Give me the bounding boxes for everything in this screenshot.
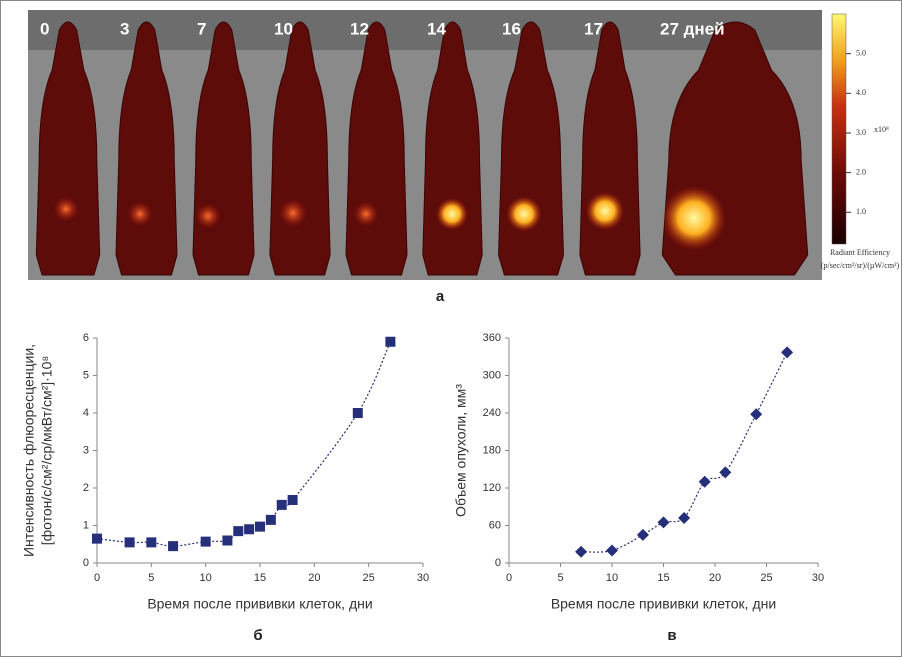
y-tick-label: 2 <box>83 482 89 494</box>
image-panel: 0 3 7 10 12 14 16 17 27 дней <box>28 10 822 280</box>
fluorescence-spot <box>53 196 79 222</box>
y-tick-label: 360 <box>483 332 501 344</box>
x-axis-label: Время после прививки клеток, дни <box>147 596 372 612</box>
fluorescence-spot <box>127 201 153 227</box>
point <box>276 499 287 510</box>
colorbar-tick-label: 5.0 <box>856 48 866 57</box>
colorbar-tick-label: 2.0 <box>856 167 866 176</box>
point <box>657 516 670 529</box>
y-tick-label: 3 <box>83 444 89 456</box>
mouse-body <box>35 21 101 276</box>
y-axis-label: Интенсивность флюоресценции, <box>21 344 37 557</box>
point <box>636 528 649 541</box>
y-tick-label: 0 <box>83 557 89 569</box>
point <box>287 495 298 505</box>
colorbar-units: (p/sec/cm²/sr)/(µW/cm²) <box>821 261 900 270</box>
y-tick-label: 300 <box>483 369 501 381</box>
x-tick-label: 5 <box>148 572 154 584</box>
point <box>200 536 211 547</box>
point <box>244 524 255 535</box>
x-tick-label: 5 <box>557 572 563 584</box>
trend-line <box>581 352 788 553</box>
x-tick-label: 0 <box>94 572 100 584</box>
day-label: 27 дней <box>660 19 725 38</box>
y-tick-label: 240 <box>483 407 501 419</box>
point <box>698 475 711 488</box>
y-axis-label: [фотон/с/см²/ср/мкВт/см²]·10⁸ <box>39 356 55 546</box>
point <box>575 545 588 558</box>
x-tick-label: 10 <box>200 572 212 584</box>
colorbar-multiplier: x10⁸ <box>874 125 889 134</box>
fluorescence-spot <box>585 191 625 231</box>
chart-caption: б <box>253 627 262 644</box>
x-tick-label: 30 <box>417 572 429 584</box>
x-tick-label: 25 <box>760 572 772 584</box>
point <box>233 526 244 537</box>
x-tick-label: 10 <box>606 572 618 584</box>
y-tick-label: 5 <box>83 369 89 381</box>
point <box>265 514 276 525</box>
x-tick-label: 20 <box>308 572 320 584</box>
y-tick-label: 180 <box>483 444 501 456</box>
day-label: 7 <box>197 19 206 38</box>
x-tick-label: 15 <box>657 572 669 584</box>
point <box>385 336 396 347</box>
point <box>222 535 233 546</box>
fluorescence-spot <box>436 198 468 230</box>
day-label: 16 <box>502 19 521 38</box>
panel-caption: а <box>436 288 445 305</box>
point <box>255 521 265 532</box>
fluorescence-spot <box>195 203 221 229</box>
day-label: 0 <box>40 19 49 38</box>
point <box>750 408 763 421</box>
x-tick-label: 15 <box>254 572 266 584</box>
fluorescence-spot <box>353 201 379 227</box>
point <box>606 544 618 557</box>
point <box>781 346 794 359</box>
fluorescence-spot <box>506 196 542 232</box>
x-tick-label: 30 <box>812 572 824 584</box>
y-tick-label: 120 <box>483 482 501 494</box>
colorbar-tick-label: 3.0 <box>856 128 866 137</box>
colorbar-tick-label: 1.0 <box>856 207 866 216</box>
x-tick-label: 0 <box>506 572 512 584</box>
point <box>92 533 102 544</box>
point <box>678 512 691 524</box>
y-tick-label: 60 <box>489 519 501 531</box>
day-label: 17 <box>584 19 603 38</box>
x-tick-label: 25 <box>363 572 375 584</box>
day-label: 12 <box>350 19 369 38</box>
fluorescence-spot <box>278 198 308 228</box>
y-tick-label: 6 <box>83 332 89 344</box>
point <box>719 466 732 479</box>
colorbar-title: Radiant Efficiency <box>830 248 890 257</box>
x-tick-label: 20 <box>709 572 721 584</box>
day-label: 14 <box>427 19 446 38</box>
y-axis-label: Объем опухоли, мм³ <box>453 384 469 517</box>
colorbar-tick-label: 4.0 <box>856 88 866 97</box>
y-tick-label: 1 <box>83 519 89 531</box>
y-tick-label: 4 <box>83 407 89 419</box>
point <box>146 537 157 548</box>
colorbar <box>831 13 847 245</box>
x-axis-label: Время после прививки клеток, дни <box>551 596 776 612</box>
point <box>352 408 363 418</box>
day-label: 10 <box>274 19 293 38</box>
point <box>124 537 135 548</box>
y-tick-label: 0 <box>495 557 501 569</box>
point <box>168 541 179 552</box>
chart-caption: в <box>667 627 676 644</box>
day-label: 3 <box>120 19 129 38</box>
fluorescence-spot <box>662 186 726 250</box>
